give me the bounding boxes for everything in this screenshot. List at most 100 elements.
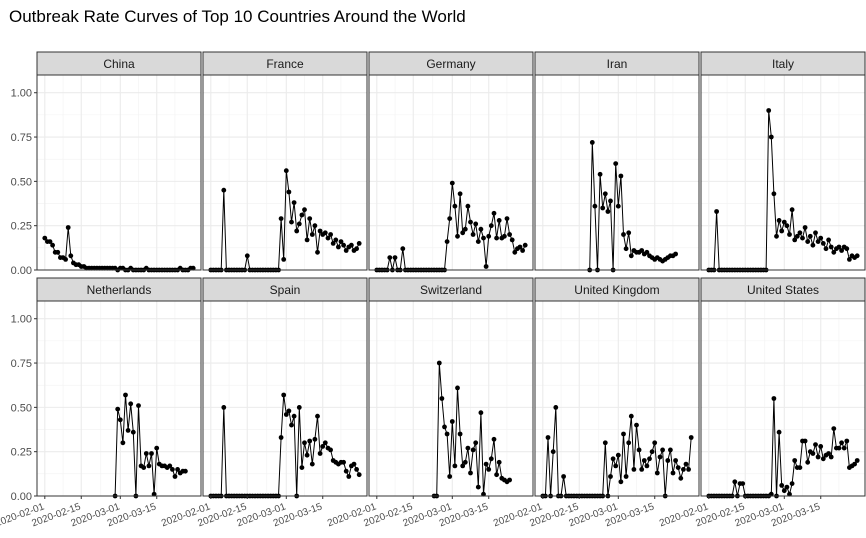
data-point [496,218,502,223]
facet-panel: Italy [700,51,866,273]
data-point [805,459,811,465]
data-point [841,445,847,451]
data-point [621,232,626,237]
data-point [330,241,336,246]
data-point [455,385,460,391]
panel-border [700,300,866,497]
data-point [815,454,821,460]
plot-area [701,75,865,270]
data-point [496,459,502,465]
data-point [143,451,149,456]
data-point [550,449,556,455]
data-point [400,246,406,252]
data-point [336,244,341,250]
data-point [644,463,650,469]
data-point [312,436,318,442]
facet-panel: China [36,51,202,273]
data-point [486,467,492,472]
data-point [657,454,663,460]
data-point [483,461,489,467]
data-point [852,461,857,467]
data-point [491,210,497,216]
data-point [343,468,349,474]
data-point [117,417,123,423]
data-point [789,207,795,213]
data-point [167,463,173,469]
data-point [146,463,152,469]
facet-panel: United Kingdom [534,277,700,499]
data-point [787,232,792,237]
facet-panel: Switzerland [368,277,534,499]
data-point [784,484,790,490]
data-point [509,237,515,243]
data-point [545,435,551,440]
data-point [130,429,136,435]
data-point [149,451,154,456]
data-point [473,440,479,446]
data-point [797,465,803,470]
data-point [644,249,650,255]
data-point [315,249,320,255]
data-point [854,458,860,463]
data-point [392,255,398,260]
data-point [494,472,499,478]
data-point [320,444,326,449]
y-tick-label: 1.00 [11,88,32,100]
data-point [600,205,606,211]
data-point [621,431,626,437]
data-point [317,451,323,456]
data-point [512,249,518,255]
data-point [328,232,333,237]
data-point [190,265,196,271]
data-point [776,429,782,435]
data-point [561,474,566,479]
data-point [673,251,678,257]
plot-area [37,75,201,270]
data-point [820,241,826,246]
data-point [315,413,320,419]
data-point [304,237,310,243]
plot-area [369,75,533,270]
data-point [831,426,837,431]
data-point [136,403,141,408]
data-point [289,422,294,428]
y-axes: 0.00 0.25 0.50 0.75 1.00 0.00 0.25 0.50 0.75 1.00 [11,88,37,503]
data-point [488,223,494,229]
data-point [449,180,455,186]
data-point [333,237,339,243]
data-point [610,456,616,462]
data-point [439,396,445,401]
data-point [244,253,250,259]
data-point [776,218,782,223]
data-point [805,239,811,245]
data-point [125,428,131,433]
data-point [613,463,619,469]
data-point [356,241,362,246]
panel-border [534,300,700,497]
data-point [470,232,476,237]
data-point [639,467,645,472]
data-point [475,484,481,490]
data-point [779,228,785,234]
data-point [460,230,466,236]
data-point [654,470,660,476]
data-point [623,246,629,252]
data-point [221,405,227,410]
data-point [636,447,642,453]
data-point [307,438,313,444]
data-point [792,237,798,243]
data-point [462,226,468,232]
data-point [296,405,302,410]
data-point [818,444,824,449]
x-axes: 2020-02-012020-02-152020-03-012020-03-15… [0,496,822,529]
facet-strip-label: Germany [426,57,475,71]
data-point [668,447,673,453]
data-point [175,467,181,472]
data-point [291,413,297,419]
data-point [787,491,792,497]
data-point [341,242,346,248]
data-point [447,216,453,222]
data-point [686,467,691,472]
data-point [354,246,359,252]
data-point [452,203,458,209]
